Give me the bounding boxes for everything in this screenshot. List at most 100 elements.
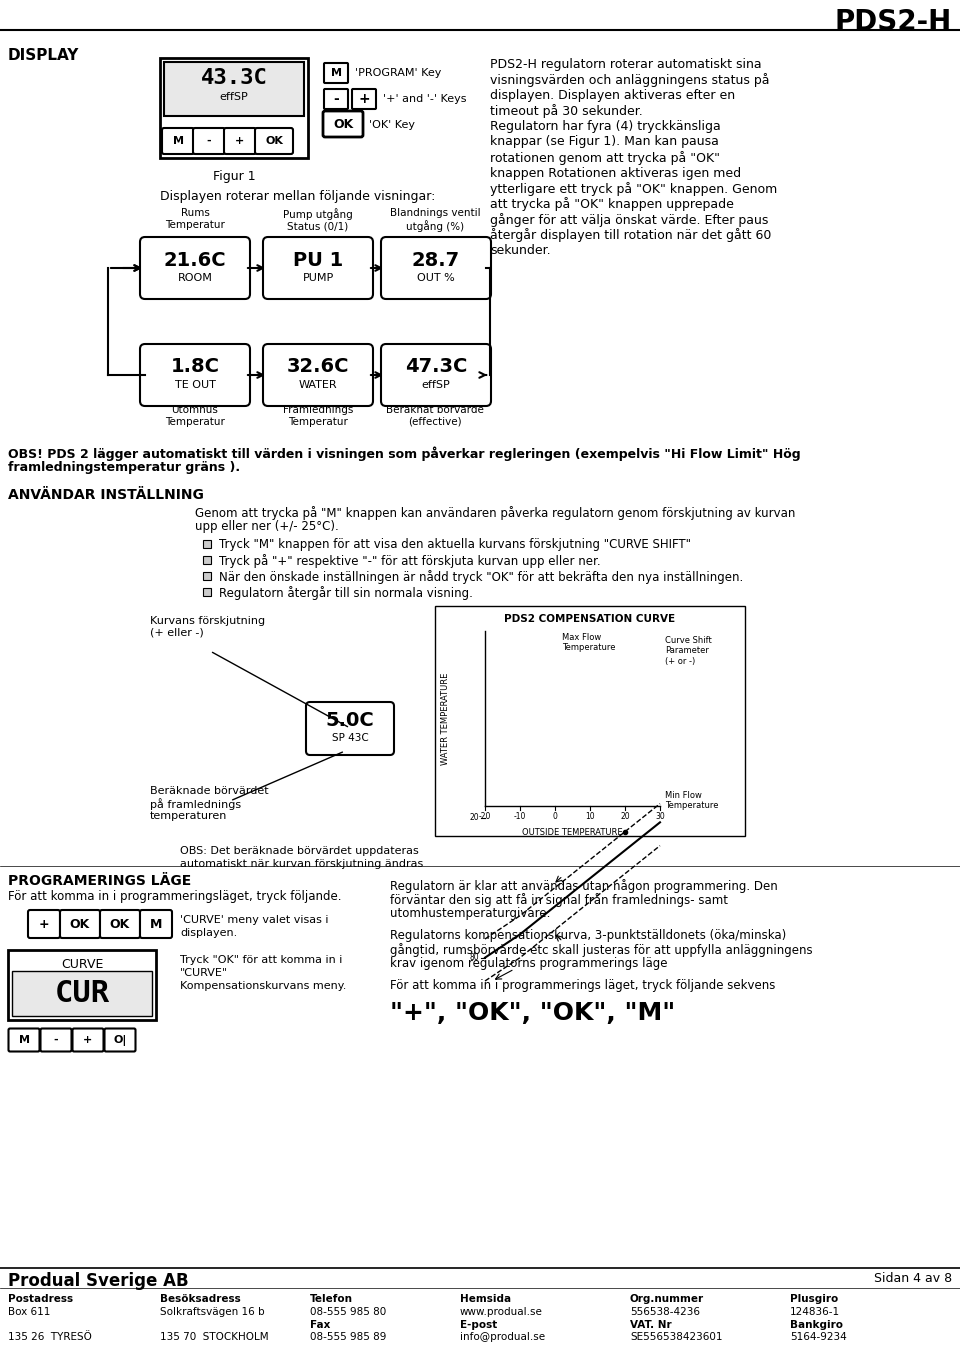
Text: SP 43C: SP 43C bbox=[331, 733, 369, 743]
Text: PDS2-H: PDS2-H bbox=[835, 8, 952, 35]
Text: ROOM: ROOM bbox=[178, 273, 212, 284]
Text: Beräknat börvärde
(effective): Beräknat börvärde (effective) bbox=[386, 405, 484, 427]
FancyBboxPatch shape bbox=[255, 128, 293, 154]
Text: +: + bbox=[358, 91, 370, 106]
Text: När den önskade inställningen är nådd tryck "OK" för att bekräfta den nya instäl: När den önskade inställningen är nådd tr… bbox=[219, 570, 743, 583]
Text: M: M bbox=[173, 136, 183, 146]
Text: visningsvärden och anläggningens status på: visningsvärden och anläggningens status … bbox=[490, 74, 770, 87]
FancyBboxPatch shape bbox=[193, 128, 225, 154]
Text: -10: -10 bbox=[514, 812, 526, 821]
Text: För att komma in i programmeringsläget, tryck följande.: För att komma in i programmeringsläget, … bbox=[8, 890, 342, 904]
Text: OUTSIDE TEMPERATURE: OUTSIDE TEMPERATURE bbox=[521, 827, 622, 837]
Text: OK: OK bbox=[333, 117, 353, 131]
Text: info@produal.se: info@produal.se bbox=[460, 1332, 545, 1343]
Text: Kurvans förskjutning
(+ eller -): Kurvans förskjutning (+ eller -) bbox=[150, 616, 265, 638]
Text: upp eller ner (+/- 25°C).: upp eller ner (+/- 25°C). bbox=[195, 521, 339, 533]
Text: CURVE: CURVE bbox=[60, 958, 103, 972]
Text: -: - bbox=[206, 136, 211, 146]
Text: +: + bbox=[235, 136, 245, 146]
FancyBboxPatch shape bbox=[100, 910, 140, 938]
FancyBboxPatch shape bbox=[140, 910, 172, 938]
FancyBboxPatch shape bbox=[160, 59, 308, 158]
FancyBboxPatch shape bbox=[140, 237, 250, 298]
FancyBboxPatch shape bbox=[381, 237, 491, 298]
Text: DISPLAY: DISPLAY bbox=[8, 48, 80, 63]
Text: VAT. Nr: VAT. Nr bbox=[630, 1319, 672, 1330]
Text: Fax: Fax bbox=[310, 1319, 330, 1330]
Text: 80: 80 bbox=[469, 953, 479, 962]
FancyBboxPatch shape bbox=[323, 110, 363, 138]
Text: 0: 0 bbox=[553, 812, 558, 821]
Text: 556538-4236: 556538-4236 bbox=[630, 1307, 700, 1317]
Text: ANVÄNDAR INSTÄLLNING: ANVÄNDAR INSTÄLLNING bbox=[8, 488, 204, 502]
Text: Displayen roterar mellan följande visningar:: Displayen roterar mellan följande visnin… bbox=[160, 189, 436, 203]
Text: displayen.: displayen. bbox=[180, 928, 237, 938]
Text: 'OK' Key: 'OK' Key bbox=[369, 120, 415, 129]
FancyBboxPatch shape bbox=[306, 702, 394, 755]
Text: Max Flow
Temperature: Max Flow Temperature bbox=[562, 632, 615, 653]
Text: '+' and '-' Keys: '+' and '-' Keys bbox=[383, 94, 467, 104]
Text: O|: O| bbox=[113, 1035, 127, 1045]
Text: effSP: effSP bbox=[220, 91, 249, 102]
Text: Regulatorn har fyra (4) tryckkänsliga: Regulatorn har fyra (4) tryckkänsliga bbox=[490, 120, 721, 134]
Text: www.produal.se: www.produal.se bbox=[460, 1307, 542, 1317]
FancyBboxPatch shape bbox=[40, 1029, 71, 1051]
Text: "+", "OK", "OK", "M": "+", "OK", "OK", "M" bbox=[390, 1000, 675, 1025]
FancyBboxPatch shape bbox=[164, 61, 304, 116]
FancyBboxPatch shape bbox=[140, 343, 250, 406]
Text: 43.3C: 43.3C bbox=[201, 68, 268, 89]
Text: 5.0C: 5.0C bbox=[325, 710, 374, 729]
FancyBboxPatch shape bbox=[203, 540, 211, 548]
Text: M: M bbox=[330, 68, 342, 78]
Text: Tryck "OK" för att komma in i: Tryck "OK" för att komma in i bbox=[180, 955, 343, 965]
FancyBboxPatch shape bbox=[324, 63, 348, 83]
Text: Plusgiro: Plusgiro bbox=[790, 1293, 838, 1304]
Text: -: - bbox=[54, 1035, 59, 1045]
Text: PU 1: PU 1 bbox=[293, 251, 343, 270]
Text: +: + bbox=[38, 917, 49, 931]
Text: Tryck "M" knappen för att visa den aktuella kurvans förskjutning "CURVE SHIFT": Tryck "M" knappen för att visa den aktue… bbox=[219, 538, 691, 551]
Text: 32.6C: 32.6C bbox=[287, 357, 349, 376]
FancyBboxPatch shape bbox=[28, 910, 60, 938]
Text: Box 611: Box 611 bbox=[8, 1307, 50, 1317]
Text: 1.8C: 1.8C bbox=[171, 357, 220, 376]
Text: Produal Sverige AB: Produal Sverige AB bbox=[8, 1272, 188, 1289]
FancyBboxPatch shape bbox=[203, 556, 211, 564]
Text: återgår displayen till rotation när det gått 60: återgår displayen till rotation när det … bbox=[490, 229, 772, 243]
Text: -: - bbox=[333, 91, 339, 106]
Text: Regulatorn återgår till sin normala visning.: Regulatorn återgår till sin normala visn… bbox=[219, 586, 473, 600]
Text: Framlednings
Temperatur: Framlednings Temperatur bbox=[283, 405, 353, 427]
Text: 135 70  STOCKHOLM: 135 70 STOCKHOLM bbox=[160, 1332, 269, 1343]
Text: Sidan 4 av 8: Sidan 4 av 8 bbox=[874, 1272, 952, 1285]
FancyBboxPatch shape bbox=[12, 970, 152, 1015]
FancyBboxPatch shape bbox=[203, 572, 211, 581]
Text: Regulatorns kompensationskurva, 3-punktställdonets (öka/minska): Regulatorns kompensationskurva, 3-punkts… bbox=[390, 930, 786, 942]
Text: att trycka på "OK" knappen upprepade: att trycka på "OK" knappen upprepade bbox=[490, 198, 733, 211]
Text: Genom att trycka på "M" knappen kan användaren påverka regulatorn genom förskjut: Genom att trycka på "M" knappen kan anvä… bbox=[195, 506, 796, 519]
Text: 20: 20 bbox=[469, 814, 479, 822]
Text: Tryck på "+" respektive "-" för att förskjuta kurvan upp eller ner.: Tryck på "+" respektive "-" för att förs… bbox=[219, 553, 601, 568]
Text: Figur 1: Figur 1 bbox=[213, 170, 255, 183]
Text: Pump utgång
Status (0/1): Pump utgång Status (0/1) bbox=[283, 209, 353, 232]
Text: 47.3C: 47.3C bbox=[405, 357, 468, 376]
FancyBboxPatch shape bbox=[162, 128, 194, 154]
Text: displayen. Displayen aktiveras efter en: displayen. Displayen aktiveras efter en bbox=[490, 89, 735, 102]
Text: Regulatorn är klar att användas utan någon programmering. Den: Regulatorn är klar att användas utan någ… bbox=[390, 879, 778, 893]
FancyBboxPatch shape bbox=[352, 89, 376, 109]
Text: framledningstemperatur gräns ).: framledningstemperatur gräns ). bbox=[8, 461, 240, 474]
Text: OK: OK bbox=[70, 917, 90, 931]
Text: Curve Shift
Parameter
(+ or -): Curve Shift Parameter (+ or -) bbox=[665, 637, 711, 665]
Text: 30: 30 bbox=[655, 812, 665, 821]
FancyBboxPatch shape bbox=[203, 587, 211, 596]
Text: OK: OK bbox=[265, 136, 283, 146]
Text: WATER: WATER bbox=[299, 380, 337, 390]
Text: förväntar den sig att få in signal från framlednings- samt: förväntar den sig att få in signal från … bbox=[390, 893, 728, 906]
Text: timeout på 30 sekunder.: timeout på 30 sekunder. bbox=[490, 105, 643, 119]
Text: Hemsida: Hemsida bbox=[460, 1293, 511, 1304]
Text: +: + bbox=[84, 1035, 92, 1045]
FancyBboxPatch shape bbox=[73, 1029, 104, 1051]
Text: OK: OK bbox=[109, 917, 131, 931]
Text: Telefon: Telefon bbox=[310, 1293, 353, 1304]
Text: Postadress: Postadress bbox=[8, 1293, 73, 1304]
Text: 'PROGRAM' Key: 'PROGRAM' Key bbox=[355, 68, 442, 78]
